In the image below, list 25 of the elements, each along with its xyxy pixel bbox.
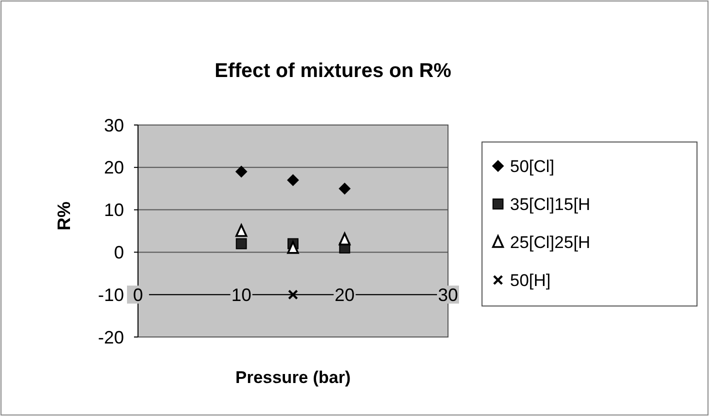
point	[235, 224, 248, 237]
x-tick-label: 30	[438, 284, 458, 305]
point	[287, 174, 299, 186]
y-tick-label: -20	[98, 327, 124, 348]
x-tick-label: 10	[231, 284, 252, 305]
y-tick-label: 10	[104, 200, 124, 220]
legend-label: 50[Cl]	[510, 156, 554, 176]
point	[288, 290, 298, 300]
point	[235, 166, 248, 178]
point	[338, 232, 351, 246]
y-tick-label: -10	[98, 284, 124, 305]
y-tick-label: 0	[114, 242, 124, 262]
point	[338, 182, 351, 195]
legend-label: 35[Cl]15[H	[510, 194, 590, 214]
point	[287, 241, 299, 254]
y-tick-label: 20	[104, 158, 124, 178]
legend-label: 25[Cl]25[H	[510, 232, 590, 252]
y-axis-title: R%	[54, 201, 74, 231]
x-tick-label: 0	[132, 284, 144, 305]
y-tick-label: 30	[104, 115, 124, 136]
legend-label: 50[H]	[510, 270, 551, 290]
x-tick-label: 20	[334, 284, 355, 305]
x-axis-title: Pressure (bar)	[235, 368, 351, 387]
point	[236, 238, 247, 250]
chart-title: Effect of mixtures on R%	[214, 60, 452, 82]
